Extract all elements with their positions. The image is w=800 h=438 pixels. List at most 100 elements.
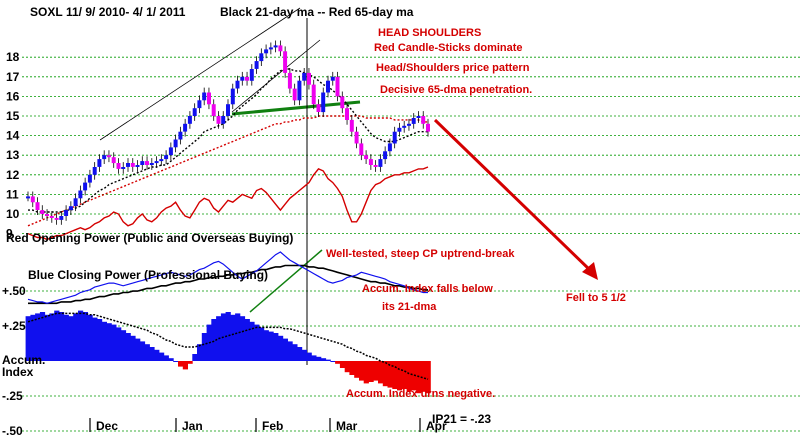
candle-body: [326, 80, 330, 93]
accum-bar: [382, 361, 388, 387]
ann-accum-negative: Accum. Index urns negative.: [346, 388, 495, 400]
candle-body: [411, 118, 416, 124]
accum-tick-label: -.25: [2, 389, 23, 403]
candle-body: [135, 165, 140, 167]
candle-body: [292, 88, 297, 101]
ann-pattern: Head/Shoulders price pattern: [376, 62, 530, 74]
candle-body: [121, 167, 126, 169]
accum-axis: +.50 +.25 -.25 -.50: [2, 284, 26, 438]
index-label: Index: [2, 365, 34, 379]
price-tick-label: 13: [6, 148, 20, 162]
candle-body: [30, 196, 35, 203]
candle-body: [340, 96, 345, 109]
candle-body: [111, 157, 116, 164]
price-tick-label: 10: [6, 207, 20, 221]
accum-bar: [406, 361, 412, 392]
price-tick-label: 18: [6, 50, 20, 64]
ann-accum-falls-2: its 21-dma: [382, 301, 437, 313]
arrow-head: [582, 262, 598, 280]
accum-bar: [235, 313, 241, 361]
accum-bar: [282, 338, 288, 361]
accum-bar: [354, 361, 360, 378]
accum-bar: [168, 358, 174, 361]
ann-ip21: IP21 = -.23: [432, 412, 491, 426]
decline-arrow: [433, 118, 598, 280]
accum-bar: [82, 312, 88, 361]
accum-bar: [30, 314, 36, 361]
candle-body: [421, 116, 426, 124]
accum-bar: [225, 312, 231, 361]
accum-ma21-path: [27, 312, 429, 380]
candle-body: [178, 131, 183, 140]
candle-body: [168, 147, 173, 156]
accum-bar: [401, 361, 407, 389]
candle-body: [426, 123, 430, 132]
accum-bar: [368, 361, 374, 382]
candle-body: [54, 217, 59, 220]
candle-body: [73, 198, 78, 207]
price-tick-label: 12: [6, 168, 20, 182]
ma21-line: [28, 68, 428, 213]
neckline: [231, 100, 361, 116]
candle-body: [345, 108, 349, 120]
accum-bar: [249, 321, 255, 361]
accum-bar: [63, 314, 69, 361]
candle-body: [40, 210, 45, 214]
accum-bar: [54, 310, 60, 361]
accum-bar: [349, 361, 355, 375]
accum-bar: [211, 319, 217, 361]
candle-body: [126, 163, 130, 167]
accum-bar: [187, 361, 193, 364]
ticker-label: SOXL: [30, 5, 63, 19]
accum-bar: [197, 344, 203, 361]
candle-body: [216, 116, 221, 124]
month-label: Mar: [336, 419, 358, 433]
closing-power-label: Blue Closing Power (Professional Buying): [28, 268, 268, 282]
month-axis: Dec Jan Feb Mar Apr: [89, 418, 447, 433]
candle-body: [378, 159, 383, 167]
month-label: Feb: [262, 419, 283, 433]
accum-bar: [363, 361, 369, 384]
accum-bar: [306, 352, 312, 361]
candle-body: [226, 104, 230, 116]
accum-bar: [154, 349, 160, 361]
closing-power-ma21-line: [28, 264, 428, 305]
accum-bar: [254, 324, 260, 361]
upper-channel-line: [99, 7, 301, 141]
candle-body: [402, 125, 407, 128]
accum-bar: [73, 313, 79, 361]
accum-bar: [268, 331, 274, 361]
accum-bar: [116, 327, 122, 361]
accum-bar: [420, 361, 427, 392]
accum-bar: [344, 361, 350, 373]
candle-body: [273, 45, 278, 48]
candle-body: [230, 88, 235, 105]
candle-body: [45, 214, 49, 216]
accum-bar: [239, 316, 246, 361]
price-tick-label: 14: [6, 129, 20, 143]
accum-bar: [201, 333, 207, 361]
accum-bar: [259, 327, 265, 361]
candle-body: [368, 159, 373, 165]
accum-bar: [182, 361, 188, 370]
accum-bar: [159, 352, 165, 361]
accum-bar: [397, 361, 403, 391]
candle-body: [297, 80, 302, 101]
accum-bar: [44, 314, 50, 361]
candle-body: [154, 161, 159, 164]
accum-label: Accum.: [2, 353, 45, 367]
candle-body: [59, 216, 64, 220]
candle-body: [202, 92, 207, 101]
accum-bar: [101, 321, 107, 361]
candle-body: [311, 84, 316, 105]
accum-bar: [359, 361, 365, 381]
candle-body: [235, 80, 240, 89]
accum-bar: [144, 344, 150, 361]
accum-bar: [325, 359, 331, 361]
accum-bar: [178, 361, 184, 367]
candle-body: [249, 69, 254, 81]
candle-body: [211, 104, 216, 116]
accum-bar: [297, 347, 303, 361]
candle-body: [130, 163, 135, 167]
accum-bar: [320, 358, 327, 361]
